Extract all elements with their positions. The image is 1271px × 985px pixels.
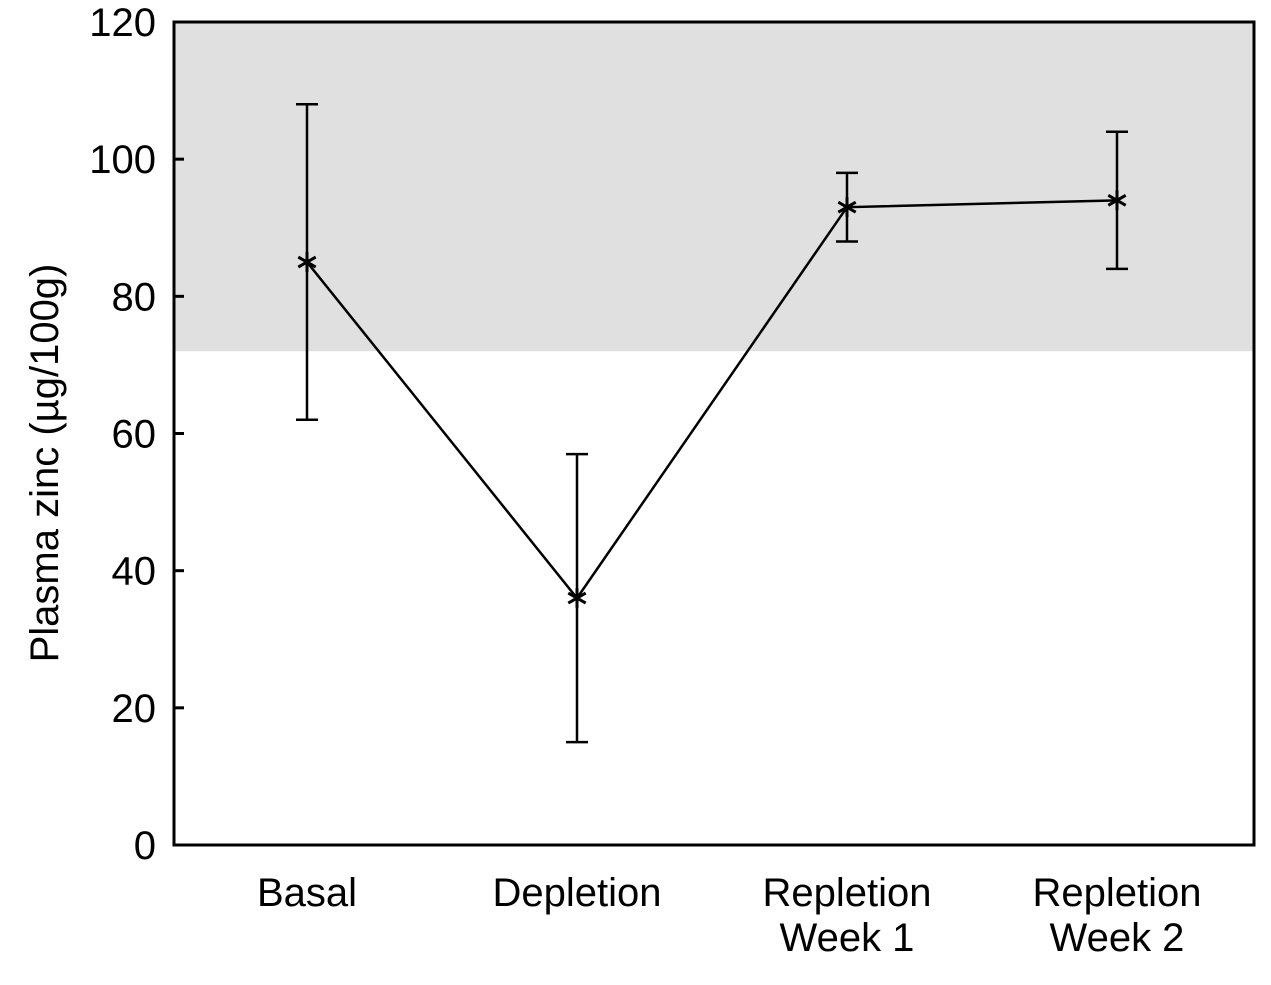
x-category-label-line: Repletion <box>762 871 931 915</box>
asterisk-marker <box>567 588 587 609</box>
x-category-label-line: Basal <box>257 871 357 915</box>
y-tick-label: 0 <box>134 824 156 868</box>
asterisk-marker <box>297 252 317 273</box>
x-category-label-line: Week 1 <box>780 916 915 960</box>
y-tick-label: 40 <box>112 550 157 594</box>
x-category-label: Basal <box>257 871 357 915</box>
series-line <box>306 199 1118 601</box>
data-point <box>566 452 588 744</box>
marker-stroke <box>567 591 587 605</box>
data-point <box>296 103 318 422</box>
y-tick-label: 120 <box>89 1 156 45</box>
x-category-label-line: Repletion <box>1032 871 1201 915</box>
y-tick-label: 80 <box>112 275 157 319</box>
reference-range-band <box>174 22 1254 352</box>
asterisk-marker <box>837 197 857 218</box>
data-point <box>836 171 858 243</box>
x-category-label-line: Depletion <box>492 871 661 915</box>
data-point <box>1106 130 1128 271</box>
series-layer <box>296 103 1128 744</box>
x-category-label: Repletion Week 1 <box>762 871 931 960</box>
asterisk-marker <box>1107 190 1127 211</box>
x-category-label-line: Week 2 <box>1050 916 1185 960</box>
y-axis-title: Plasma zinc (µg/100g) <box>23 264 67 663</box>
x-category-label: Repletion Week 2 <box>1032 871 1201 960</box>
plot-frame <box>172 20 1256 847</box>
y-tick-label: 20 <box>112 687 157 731</box>
reference-band-layer <box>174 22 1254 352</box>
x-category-label: Depletion <box>492 871 661 915</box>
marker-stroke <box>837 200 857 214</box>
y-ticks-layer: 0 20 40 60 80 100 120 <box>89 1 184 868</box>
marker-stroke <box>297 255 317 269</box>
marker-stroke <box>1107 194 1127 207</box>
y-tick-label: 100 <box>89 138 156 182</box>
y-tick-label: 60 <box>112 413 157 457</box>
